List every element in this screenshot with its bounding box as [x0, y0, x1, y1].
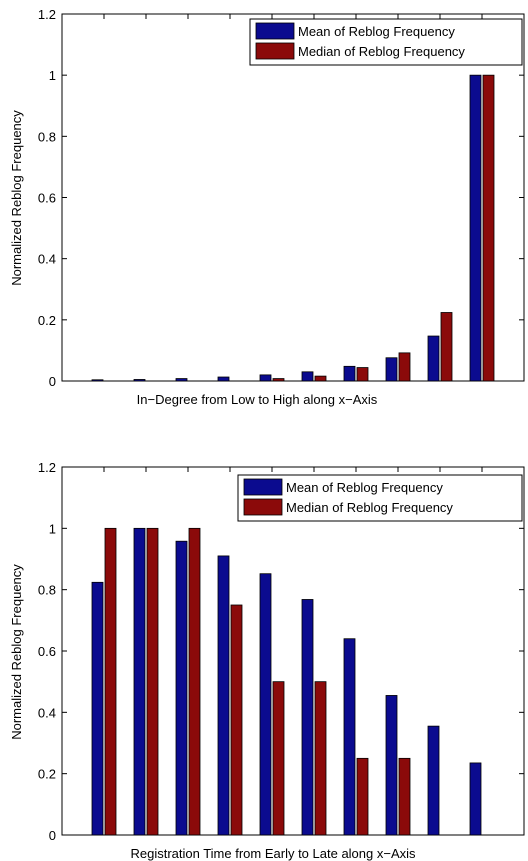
median-bar: [440, 312, 453, 382]
y-tick-label: 1.2: [38, 460, 56, 475]
mean-bar: [91, 581, 104, 836]
y-tick-label: 0.8: [38, 583, 56, 598]
y-tick-label: 0.8: [38, 129, 56, 144]
median-bar: [272, 681, 285, 836]
median-bar: [230, 604, 243, 836]
median-bar: [272, 378, 285, 382]
legend-label-mean: Mean of Reblog Frequency: [286, 480, 443, 495]
median-bar: [398, 757, 411, 836]
mean-bar: [217, 376, 230, 382]
y-tick-label: 0.6: [38, 644, 56, 659]
legend-swatch-mean: [243, 478, 283, 496]
chart-reblog-vs-registration-time: Normalized Reblog Frequency Registration…: [9, 460, 525, 861]
median-bar: [314, 375, 327, 382]
mean-bar: [385, 695, 398, 836]
plot-frame: [61, 13, 525, 382]
y-tick-label: 0: [49, 374, 56, 389]
median-bar: [398, 352, 411, 382]
legend-swatch-median: [243, 498, 283, 516]
chart-reblog-vs-in-degree: Normalized Reblog Frequency In−Degree fr…: [9, 7, 525, 407]
plot-frame: [61, 466, 525, 836]
mean-bar: [301, 371, 314, 382]
median-bar: [356, 367, 369, 382]
mean-bar: [385, 357, 398, 382]
mean-bar: [259, 573, 272, 836]
y-tick-label: 0: [49, 828, 56, 843]
median-bar: [356, 757, 369, 836]
y-tick-label: 0.4: [38, 705, 56, 720]
mean-bar: [301, 599, 314, 836]
legend-box: [237, 474, 523, 522]
x-axis-title: In−Degree from Low to High along x−Axis: [137, 392, 378, 407]
y-tick-label: 0.2: [38, 313, 56, 328]
mean-bar: [91, 379, 104, 382]
y-tick-label: 1.2: [38, 7, 56, 22]
mean-bar: [427, 725, 440, 836]
y-tick-label: 1: [49, 68, 56, 83]
y-axis-title: Normalized Reblog Frequency: [9, 564, 24, 740]
y-tick-label: 0.4: [38, 252, 56, 267]
mean-bar: [217, 555, 230, 836]
x-axis-title: Registration Time from Early to Late alo…: [130, 846, 416, 861]
y-axis-title: Normalized Reblog Frequency: [9, 110, 24, 286]
legend: Mean of Reblog Frequency Median of Reblog…: [237, 474, 523, 522]
mean-bar: [469, 762, 482, 836]
median-bar: [104, 527, 117, 836]
median-bar: [146, 527, 159, 836]
mean-bar: [343, 365, 356, 382]
mean-bar: [469, 74, 482, 382]
y-tick-label: 0.2: [38, 767, 56, 782]
mean-bar: [175, 540, 188, 836]
legend-swatch-mean: [255, 22, 295, 40]
mean-bar: [427, 335, 440, 382]
median-bar: [188, 527, 201, 836]
y-tick-label: 1: [49, 521, 56, 536]
mean-bar: [175, 378, 188, 382]
legend-box: [249, 18, 523, 66]
mean-bar: [343, 638, 356, 836]
legend-swatch-median: [255, 42, 295, 60]
mean-bar: [133, 527, 146, 836]
mean-bar: [259, 374, 272, 382]
median-bar: [314, 681, 327, 836]
legend-label-median: Median of Reblog Frequency: [286, 500, 453, 515]
legend: Mean of Reblog Frequency Median of Reblog…: [249, 18, 523, 66]
mean-bar: [133, 379, 146, 382]
median-bar: [482, 74, 495, 382]
legend-label-median: Median of Reblog Frequency: [298, 44, 465, 59]
legend-label-mean: Mean of Reblog Frequency: [298, 24, 455, 39]
y-tick-label: 0.6: [38, 191, 56, 206]
